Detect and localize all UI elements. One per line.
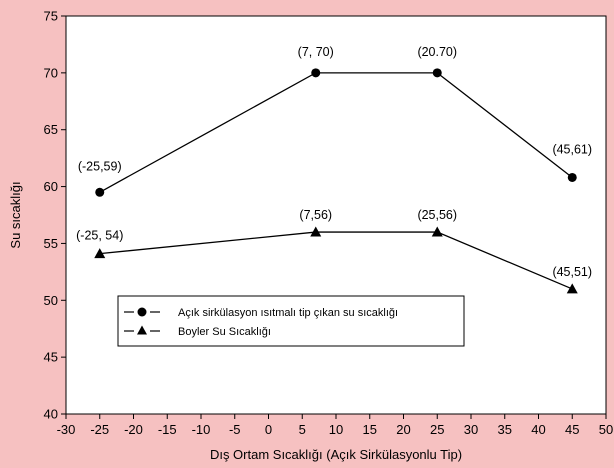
series-line <box>99 231 573 290</box>
x-tick-label: -10 <box>192 422 211 437</box>
y-tick-label: 65 <box>44 122 58 137</box>
y-tick-label: 55 <box>44 236 58 251</box>
point-label: (-25,59) <box>78 159 122 173</box>
legend: Açık sirkülasyon ısıtmalı tip çıkan su s… <box>117 295 465 347</box>
plot-area <box>65 15 607 415</box>
data-point-circle <box>95 187 105 197</box>
x-tick-label: 50 <box>599 422 613 437</box>
point-label: (-25, 54) <box>76 229 123 243</box>
y-tick-label: 60 <box>44 179 58 194</box>
point-label: (7,56) <box>299 208 332 222</box>
point-label: (45,61) <box>552 142 592 156</box>
data-point-triangle <box>310 226 322 237</box>
x-axis-title: Dış Ortam Sıcaklığı (Açık Sirkülasyonlu … <box>210 447 462 462</box>
series-line <box>99 72 573 193</box>
point-annotations: (-25,59) (7, 70) (20.70) (45,61) (-25, 54) (7… <box>76 45 592 279</box>
y-tick-label: 40 <box>44 407 58 422</box>
point-label: (45,51) <box>552 265 592 279</box>
data-point-circle <box>137 307 147 317</box>
data-point-triangle <box>431 226 443 237</box>
data-point-triangle <box>94 248 106 259</box>
x-axis: -30 -25 -20 -15 -10 -5 0 5 10 15 20 25 30 35 40 45 50 <box>57 414 613 437</box>
y-tick-label: 75 <box>44 9 58 24</box>
x-tick-label: 35 <box>498 422 512 437</box>
x-tick-label: -25 <box>90 422 109 437</box>
series-layer <box>94 68 578 294</box>
data-point-triangle <box>137 325 147 335</box>
point-label: (25,56) <box>417 208 457 222</box>
y-axis: 40 45 50 55 60 65 70 75 <box>44 9 66 422</box>
data-point-circle <box>567 172 577 182</box>
x-tick-label: 25 <box>430 422 444 437</box>
x-tick-label: 20 <box>396 422 410 437</box>
point-label: (20.70) <box>417 45 457 59</box>
x-tick-label: -5 <box>229 422 241 437</box>
x-tick-label: 5 <box>299 422 306 437</box>
point-label: (7, 70) <box>298 45 334 59</box>
x-tick-label: 30 <box>464 422 478 437</box>
data-point-triangle <box>566 283 578 294</box>
x-tick-label: -15 <box>158 422 177 437</box>
x-tick-label: 15 <box>363 422 377 437</box>
y-axis-title: Su sıcaklığı <box>8 181 23 248</box>
legend-item: Açık sirkülasyon ısıtmalı tip çıkan su s… <box>124 307 398 319</box>
legend-box <box>117 295 465 347</box>
y-tick-label: 45 <box>44 350 58 365</box>
x-tick-label: 45 <box>565 422 579 437</box>
legend-label: Açık sirkülasyon ısıtmalı tip çıkan su s… <box>178 307 398 319</box>
x-tick-label: 10 <box>329 422 343 437</box>
data-point-circle <box>432 68 442 78</box>
series-1 <box>95 68 577 197</box>
legend-label: Boyler Su Sıcaklığı <box>178 326 271 338</box>
y-tick-label: 70 <box>44 65 58 80</box>
y-tick-label: 50 <box>44 293 58 308</box>
x-tick-label: 40 <box>531 422 545 437</box>
x-tick-label: -30 <box>57 422 76 437</box>
series-2 <box>94 226 578 294</box>
legend-item: Boyler Su Sıcaklığı <box>124 325 271 338</box>
data-point-circle <box>311 68 321 78</box>
x-tick-label: -20 <box>124 422 143 437</box>
x-tick-label: 0 <box>265 422 272 437</box>
